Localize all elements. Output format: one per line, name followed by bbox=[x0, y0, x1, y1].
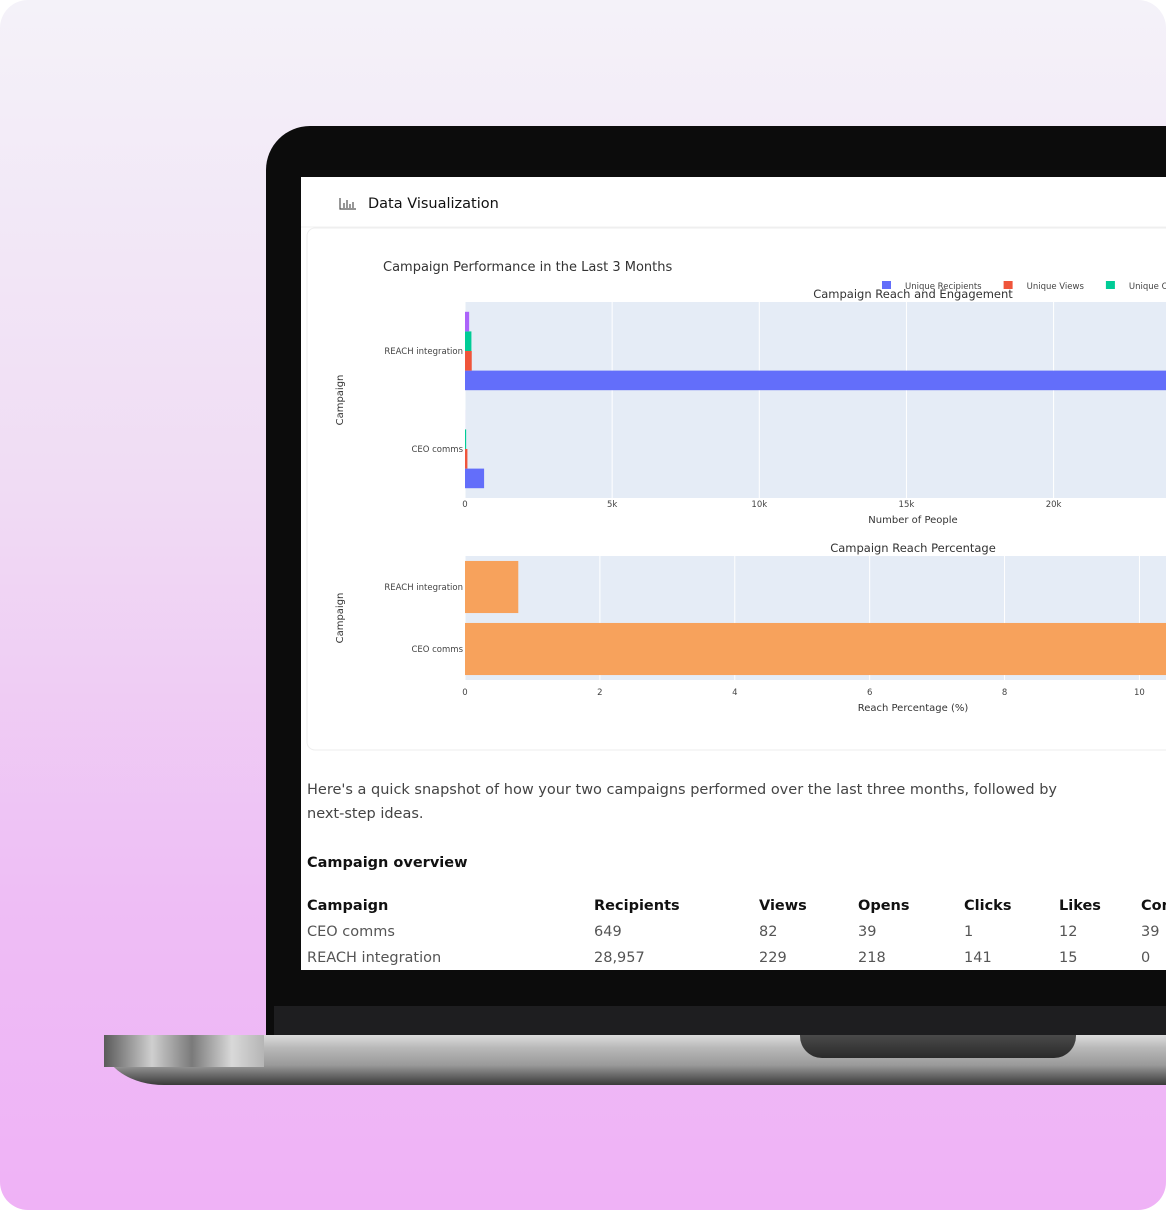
y-tick-label: CEO comms bbox=[411, 445, 463, 455]
x-tick-label: 10 bbox=[1134, 688, 1145, 698]
column-header: Likes bbox=[1059, 898, 1101, 914]
chart-title: Campaign Reach Percentage bbox=[830, 541, 996, 555]
table-cell: 12 bbox=[1059, 924, 1078, 940]
x-tick-label: 15k bbox=[899, 500, 915, 510]
chart-icon bbox=[339, 198, 356, 210]
bar bbox=[465, 370, 1166, 391]
paragraph-line: next-step ideas. bbox=[307, 806, 424, 822]
table: Campaign Recipients Views Opens Clicks Likes C… bbox=[307, 893, 1166, 970]
table-cell: 39 bbox=[1141, 924, 1160, 940]
bar bbox=[465, 468, 485, 489]
table-cell: 39 bbox=[858, 924, 877, 940]
legend-swatch bbox=[1105, 281, 1115, 289]
table-cell: CEO comms bbox=[307, 924, 395, 940]
column-header: Clicks bbox=[964, 898, 1012, 914]
laptop-notch bbox=[800, 1035, 1076, 1058]
table-cell: REACH integration bbox=[307, 950, 442, 966]
paragraph-line: Here's a quick snapshot of how your two … bbox=[307, 782, 1058, 798]
x-axis-title: Reach Percentage (%) bbox=[858, 703, 969, 714]
y-axis-title: Campaign bbox=[335, 593, 346, 644]
column-header: Views bbox=[759, 898, 807, 914]
bar bbox=[465, 311, 470, 332]
x-tick-label: 8 bbox=[1002, 688, 1007, 698]
table-cell: 649 bbox=[594, 924, 622, 940]
legend-label: Unique Recipients bbox=[905, 282, 982, 292]
screen: Data Visualization Campaign Performance … bbox=[301, 177, 1166, 970]
bar bbox=[465, 351, 472, 371]
y-tick-label: REACH integration bbox=[384, 347, 463, 357]
table-cell: 141 bbox=[964, 950, 992, 966]
table-cell: 28,957 bbox=[594, 950, 645, 966]
chart-title: Campaign Reach and Engagement bbox=[813, 287, 1013, 301]
legend-label: Unique Views bbox=[1027, 282, 1085, 292]
paragraph: Here's a quick snapshot of how your two … bbox=[307, 778, 1166, 826]
column-header: Recipients bbox=[594, 898, 680, 914]
table-cell: 15 bbox=[1059, 950, 1078, 966]
table-cell: 82 bbox=[759, 924, 778, 940]
table-cell: 229 bbox=[759, 950, 787, 966]
section-title: Campaign overview bbox=[307, 855, 468, 871]
y-axis-title: Campaign bbox=[335, 375, 346, 426]
bar bbox=[465, 429, 467, 449]
plot-area bbox=[465, 302, 1166, 498]
column-header: Campaign bbox=[307, 898, 389, 914]
column-header: Opens bbox=[858, 898, 910, 914]
bar bbox=[465, 449, 468, 469]
x-axis-title: Number of People bbox=[868, 515, 957, 526]
x-tick-label: 10k bbox=[751, 500, 767, 510]
charts: Data Visualization Campaign Performance … bbox=[301, 196, 1166, 751]
x-tick-label: 0 bbox=[462, 688, 467, 698]
bar bbox=[465, 331, 472, 351]
legend-label: Unique Opens bbox=[1129, 282, 1166, 292]
bar bbox=[465, 560, 519, 614]
x-tick-label: 5k bbox=[607, 500, 617, 510]
table-row: REACH integration 28,957 229 218 141 15 0 bbox=[307, 945, 1166, 970]
table-cell: 1 bbox=[964, 924, 974, 940]
table-cell: 218 bbox=[858, 950, 886, 966]
table-header-row: Campaign Recipients Views Opens Clicks Likes C… bbox=[307, 893, 1166, 919]
y-tick-label: REACH integration bbox=[384, 583, 463, 593]
x-tick-label: 6 bbox=[867, 688, 872, 698]
y-tick-label: CEO comms bbox=[411, 645, 463, 655]
legend-swatch bbox=[882, 281, 891, 289]
laptop-edge bbox=[104, 1035, 264, 1067]
x-tick-label: 0 bbox=[462, 500, 467, 510]
bar bbox=[465, 622, 1166, 676]
x-tick-label: 2 bbox=[597, 688, 602, 698]
table-row: CEO comms 649 82 39 1 12 39 bbox=[307, 919, 1166, 945]
x-tick-label: 20k bbox=[1046, 500, 1062, 510]
laptop-chin bbox=[274, 1006, 1166, 1035]
header-title: Data Visualization bbox=[368, 196, 499, 212]
legend-swatch bbox=[1003, 281, 1013, 289]
x-tick-label: 4 bbox=[732, 688, 737, 698]
column-header: Comments bbox=[1141, 898, 1166, 914]
figure-title: Campaign Performance in the Last 3 Month… bbox=[383, 260, 672, 275]
table-cell: 0 bbox=[1141, 950, 1151, 966]
